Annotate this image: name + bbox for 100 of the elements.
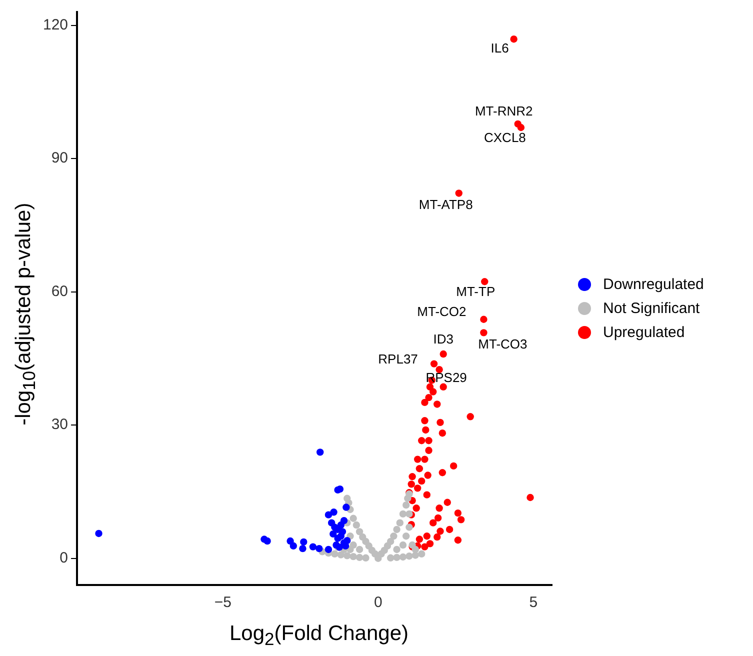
point [316, 448, 324, 456]
point [480, 316, 488, 323]
point [95, 530, 102, 538]
y-tick-label: 60 [51, 282, 68, 300]
point [330, 508, 338, 516]
point [390, 532, 398, 540]
point [466, 413, 474, 420]
annotation: IL6 [490, 40, 509, 56]
x-tick-label: 5 [529, 594, 538, 612]
point [436, 528, 444, 535]
point [517, 124, 525, 132]
y-tick-label: 0 [60, 549, 68, 566]
point [450, 462, 458, 470]
point [423, 532, 430, 540]
point [356, 554, 364, 562]
point [399, 541, 407, 549]
x-tick-label: −5 [214, 594, 232, 612]
annotation: MT-ATP8 [418, 196, 473, 212]
point [342, 504, 350, 511]
point [426, 540, 434, 548]
point [309, 543, 317, 550]
point [434, 533, 441, 541]
point [393, 526, 400, 534]
point [425, 446, 432, 454]
point [481, 278, 488, 286]
point [362, 554, 370, 562]
point [393, 546, 400, 554]
point [406, 552, 413, 560]
point [416, 536, 424, 543]
point [412, 546, 420, 554]
point [408, 473, 416, 480]
annotation: CXCL8 [484, 130, 526, 146]
point [352, 521, 360, 529]
point [455, 190, 462, 197]
legend-label: Downregulated [603, 276, 704, 292]
point [356, 546, 364, 554]
point [399, 553, 407, 561]
annotation: ID3 [433, 332, 454, 347]
point [510, 35, 518, 43]
point [331, 550, 338, 558]
point [418, 550, 426, 558]
y-tick-label: 120 [42, 16, 68, 34]
y-tick-label: 90 [51, 150, 68, 167]
point [356, 528, 364, 536]
point [338, 528, 346, 536]
point [430, 388, 437, 396]
point [386, 538, 394, 546]
point [454, 536, 462, 544]
point [359, 533, 366, 541]
point [300, 538, 308, 546]
point [286, 537, 294, 545]
x-axis-title: Log$_{2}$(Fold Change) [228, 622, 410, 650]
point [350, 514, 357, 522]
point [344, 494, 351, 502]
point [418, 477, 426, 485]
point [421, 417, 428, 424]
annotation: MT-CO2 [417, 304, 466, 319]
x-tick-label: 0 [374, 594, 382, 612]
point [402, 501, 410, 509]
point [264, 537, 271, 545]
point [425, 394, 432, 402]
point [408, 480, 415, 488]
point [526, 494, 534, 502]
point [446, 526, 454, 534]
point [412, 504, 420, 512]
legend-label: Upregulated [603, 324, 685, 340]
point [374, 554, 382, 562]
point [324, 511, 332, 518]
point [414, 456, 422, 463]
point [416, 465, 424, 472]
point [290, 542, 298, 550]
point [438, 469, 446, 476]
y-tick-label: 30 [51, 416, 68, 434]
point [422, 426, 430, 434]
point [440, 383, 447, 390]
point [299, 544, 306, 552]
annotation: MT-TP [456, 284, 496, 300]
point [421, 456, 428, 463]
annotation: RPL37 [378, 351, 418, 366]
point [430, 360, 438, 368]
point [324, 546, 332, 554]
point [436, 418, 444, 426]
point [340, 516, 348, 524]
point [402, 532, 410, 540]
legend-label: Not Significant [603, 300, 700, 316]
point [430, 519, 437, 526]
point [424, 472, 432, 479]
annotation: RPS29 [426, 370, 467, 386]
point [399, 510, 407, 518]
point [421, 398, 428, 406]
point [421, 543, 428, 550]
point [350, 552, 357, 560]
point [418, 437, 426, 444]
point [396, 519, 404, 526]
point [414, 484, 422, 492]
point [440, 350, 447, 358]
point [444, 498, 451, 506]
point [480, 329, 488, 336]
point [438, 429, 446, 437]
point [393, 554, 400, 562]
